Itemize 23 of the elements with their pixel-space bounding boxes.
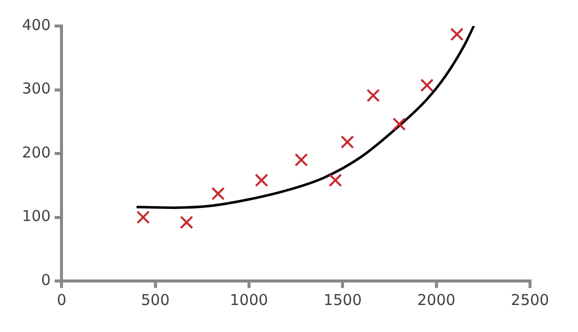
point [392, 118, 406, 131]
y-tick-label: 300 [22, 80, 51, 98]
point [328, 174, 342, 187]
x-tick-label: 2000 [417, 290, 456, 309]
point [366, 88, 380, 102]
line-series [135, 26, 476, 209]
x-tick-label: 1000 [230, 290, 268, 309]
x-tick-label: 0 [56, 290, 66, 309]
x-tick-label: 500 [140, 290, 170, 309]
point [254, 174, 268, 187]
point [211, 187, 225, 200]
point [180, 216, 194, 230]
y-tick-label: 200 [22, 143, 51, 162]
point [136, 210, 150, 224]
point [340, 135, 354, 149]
x-tick-label: 2500 [510, 290, 550, 309]
point [450, 28, 464, 41]
y-tick-label: 400 [22, 16, 51, 34]
point [294, 153, 308, 167]
point [420, 78, 434, 92]
y-tick-label: 0 [41, 270, 51, 289]
x-tick-label: 1500 [324, 290, 362, 309]
y-tick-label: 100 [22, 207, 51, 226]
